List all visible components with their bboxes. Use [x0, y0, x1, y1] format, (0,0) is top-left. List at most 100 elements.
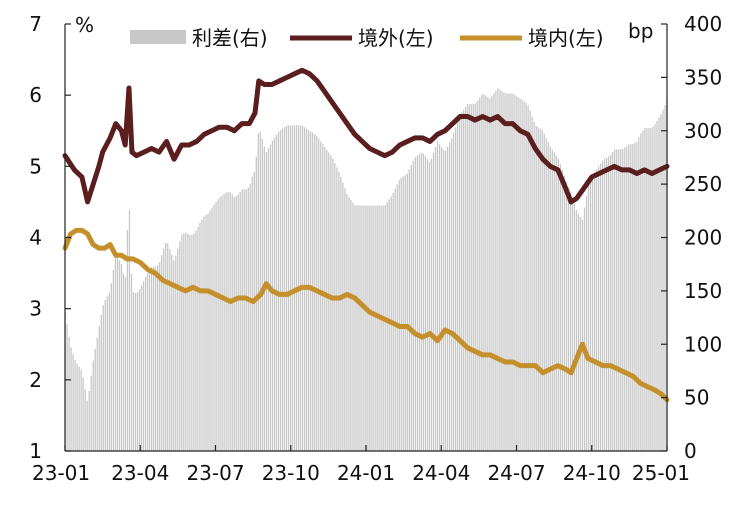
spread-bar — [84, 389, 86, 451]
spread-bar — [557, 158, 559, 452]
spread-bar — [148, 269, 151, 451]
spread-bar — [356, 205, 358, 451]
spread-bar — [402, 176, 404, 451]
spread-bar — [102, 305, 104, 451]
spread-bar — [187, 233, 189, 451]
spread-bar — [161, 255, 163, 451]
spread-bar — [646, 128, 648, 451]
spread-bar — [142, 281, 145, 451]
spread-bar — [328, 152, 330, 451]
spread-bar — [189, 234, 191, 451]
right-tick-label: 250 — [684, 172, 722, 196]
x-tick-label: 23-10 — [262, 461, 320, 485]
right-tick-label: 300 — [684, 119, 722, 143]
spread-bar — [140, 285, 143, 451]
spread-bar — [412, 160, 415, 451]
spread-bar — [360, 205, 362, 451]
spread-bar — [515, 95, 517, 451]
spread-bar — [463, 109, 465, 452]
spread-bar — [344, 188, 346, 451]
spread-bar — [457, 121, 459, 451]
spread-bar — [326, 149, 328, 451]
spread-bar — [348, 197, 350, 451]
spread-bar — [660, 114, 662, 451]
spread-bar — [644, 128, 646, 451]
spread-bar — [138, 289, 141, 451]
spread-bar — [555, 155, 557, 451]
spread-bar — [467, 104, 469, 451]
spread-bar — [354, 205, 356, 451]
spread-bar — [491, 96, 493, 451]
spread-bar — [124, 277, 127, 451]
spread-bar — [461, 112, 463, 451]
spread-bar — [241, 189, 243, 451]
spread-bar — [654, 123, 656, 452]
spread-bar — [589, 179, 592, 451]
spread-bar — [585, 195, 588, 451]
spread-bar — [80, 369, 82, 451]
spread-bar — [150, 266, 153, 451]
spread-bar — [581, 219, 584, 451]
spread-bar — [459, 115, 461, 452]
spread-bar — [362, 205, 364, 451]
spread-bar — [243, 189, 245, 451]
spread-bar — [650, 128, 652, 451]
spread-bar — [289, 125, 292, 451]
spread-bar — [523, 101, 525, 451]
spread-bar — [245, 189, 247, 451]
spread-bar — [418, 154, 421, 452]
spread-bar — [132, 292, 135, 451]
left-tick-label: 7 — [29, 12, 42, 36]
spread-bar — [622, 148, 624, 451]
right-tick-label: 50 — [684, 386, 709, 410]
spread-bar — [432, 152, 435, 451]
spread-bar — [70, 347, 72, 451]
spread-bar — [438, 144, 441, 451]
spread-bar — [165, 242, 167, 451]
spread-bar — [193, 233, 195, 451]
spread-bar — [114, 256, 117, 451]
spread-bar — [430, 158, 433, 451]
spread-bar — [634, 142, 636, 452]
left-tick-label: 5 — [29, 154, 42, 178]
left-tick-label: 1 — [29, 439, 42, 463]
spread-bar — [163, 248, 165, 451]
legend-label-offshore: 境外(左) — [358, 26, 434, 50]
spread-bar — [442, 149, 445, 452]
spread-bar — [565, 181, 568, 451]
spread-bar — [612, 151, 614, 451]
spread-bar — [455, 127, 457, 451]
spread-bar — [346, 193, 348, 451]
spread-bar — [485, 95, 487, 451]
spread-bar — [440, 147, 443, 451]
spread-bar — [98, 326, 100, 451]
spread-bar — [227, 192, 229, 451]
spread-bar — [211, 207, 213, 451]
right-tick-label: 0 — [684, 439, 697, 463]
spread-bar — [398, 180, 400, 451]
spread-bar — [92, 360, 94, 451]
spread-bar — [215, 202, 217, 451]
spread-bar — [448, 142, 451, 451]
spread-bar — [112, 269, 115, 451]
spread-bar — [549, 146, 551, 451]
spread-bar — [181, 234, 183, 451]
offshore-line — [62, 67, 670, 205]
spread-bar — [283, 127, 286, 452]
spread-bar — [249, 183, 251, 451]
spread-bar — [281, 128, 284, 451]
spread-bar — [662, 109, 664, 451]
spread-bar — [400, 177, 402, 451]
spread-bar — [251, 176, 253, 451]
spread-bar — [104, 300, 106, 451]
x-tick-label: 25-01 — [632, 461, 690, 485]
x-tick-label: 24-01 — [337, 461, 395, 485]
spread-bar — [591, 175, 594, 452]
spread-bar — [271, 140, 274, 452]
spread-bar — [306, 128, 308, 451]
right-tick-label: 100 — [684, 332, 722, 356]
spread-bar — [511, 93, 513, 451]
right-tick-label: 350 — [684, 65, 722, 89]
spread-bar — [428, 162, 431, 451]
spread-bar — [152, 266, 155, 451]
